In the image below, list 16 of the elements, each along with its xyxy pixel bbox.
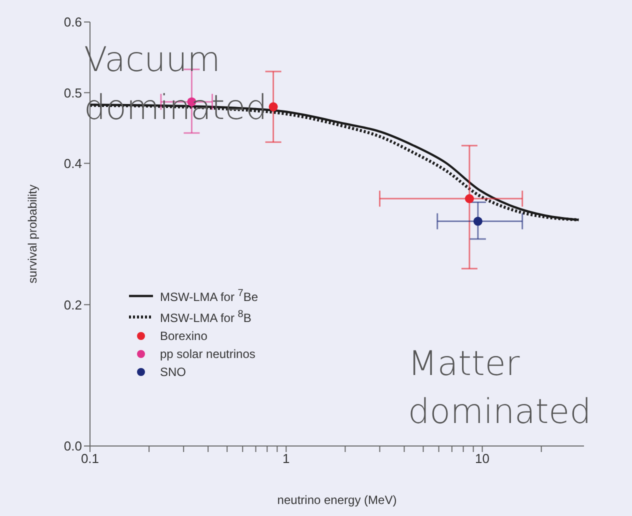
legend-label: MSW-LMA for $^{7}$Be (160, 287, 258, 306)
x-axis-title: neutrino energy (MeV) (277, 493, 397, 507)
y-tick-label: 0.0 (64, 438, 82, 454)
y-tick-label: 0.2 (64, 297, 82, 312)
x-tick-label: 1 (282, 451, 290, 466)
legend-label: MSW-LMA for $^{8}$B (160, 308, 252, 327)
x-tick-label: 10 (475, 451, 490, 466)
legend-label: pp solar neutrinos (160, 346, 256, 363)
legend-label: Borexino (160, 328, 208, 345)
legend-label: SNO (160, 364, 186, 381)
y-tick-label: 0.4 (64, 156, 82, 171)
y-tick-label: 0.6 (64, 14, 82, 30)
y-axis-title: survival probability (25, 184, 40, 284)
x-tick-label: 0.1 (80, 451, 100, 466)
y-tick-label: 0.5 (64, 85, 82, 100)
annotation: Matter dominated (408, 343, 592, 434)
